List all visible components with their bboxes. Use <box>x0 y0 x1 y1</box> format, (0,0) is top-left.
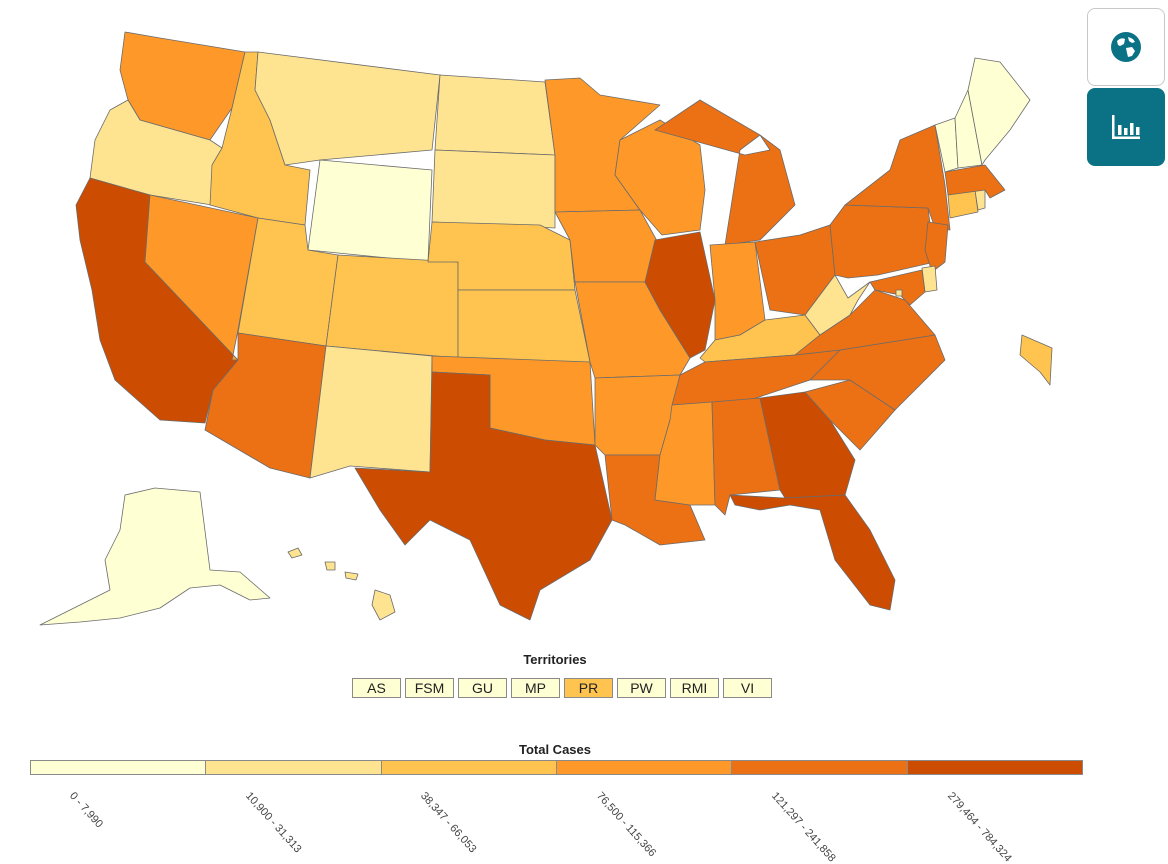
legend-color-bar <box>30 760 1083 775</box>
bar-chart-icon <box>1112 115 1140 139</box>
territory-pr[interactable]: PR <box>564 678 613 698</box>
territory-label: GU <box>472 680 493 696</box>
legend-title: Total Cases <box>518 742 591 757</box>
state-tx[interactable] <box>354 371 613 621</box>
chart-view-button[interactable] <box>1087 88 1165 166</box>
map-view-button[interactable] <box>1087 8 1165 86</box>
legend-swatch-2 <box>381 761 557 774</box>
territory-label: PW <box>630 680 653 696</box>
state-nd[interactable] <box>434 74 556 156</box>
legend-label-1: 10,900 - 31,313 <box>243 790 304 856</box>
us-choropleth-map <box>39 31 1053 626</box>
state-md[interactable] <box>869 269 926 306</box>
territory-pr-shape <box>1019 334 1053 386</box>
legend-label-2: 38,347 - 66,053 <box>418 790 479 856</box>
territory-vi[interactable]: VI <box>723 678 772 698</box>
territory-gu[interactable]: GU <box>458 678 507 698</box>
legend-swatch-5 <box>907 761 1082 774</box>
territory-pw[interactable]: PW <box>617 678 666 698</box>
state-ks[interactable] <box>457 289 591 363</box>
territory-label: FSM <box>414 680 445 696</box>
state-il[interactable] <box>644 231 716 359</box>
territory-fsm[interactable]: FSM <box>405 678 454 698</box>
territory-list: AS FSM GU MP PR PW RMI VI <box>352 678 772 700</box>
territory-mp[interactable]: MP <box>511 678 560 698</box>
state-co[interactable] <box>325 254 459 359</box>
legend-swatch-4 <box>732 761 908 774</box>
territory-rmi[interactable]: RMI <box>670 678 719 698</box>
territory-label: MP <box>525 680 546 696</box>
state-hi[interactable] <box>287 547 396 621</box>
legend-label-3: 76,500 - 115,366 <box>594 790 659 860</box>
legend-label-4: 121,297 - 241,858 <box>769 790 838 864</box>
state-ak[interactable] <box>39 487 271 626</box>
state-nj[interactable] <box>924 221 949 273</box>
territory-as[interactable]: AS <box>352 678 401 698</box>
state-wy[interactable] <box>307 159 433 263</box>
legend-label-5: 279,464 - 784,324 <box>945 790 1014 864</box>
territory-label: PR <box>578 680 599 696</box>
state-nm[interactable] <box>309 345 433 479</box>
state-ma[interactable] <box>944 164 1006 199</box>
territory-label: AS <box>367 680 386 696</box>
state-dc[interactable] <box>895 289 903 297</box>
territory-label: RMI <box>681 680 708 696</box>
state-fl[interactable] <box>729 494 896 611</box>
state-pa[interactable] <box>829 204 936 279</box>
state-me[interactable] <box>967 57 1031 166</box>
state-sd[interactable] <box>431 149 556 229</box>
state-wv[interactable] <box>804 274 871 336</box>
globe-icon <box>1111 32 1141 62</box>
state-sc[interactable] <box>804 379 896 451</box>
state-ny[interactable] <box>844 124 951 231</box>
legend-swatch-3 <box>556 761 733 774</box>
legend-swatch-1 <box>206 761 382 774</box>
territories-title: Territories <box>523 652 587 667</box>
territory-label: VI <box>740 680 755 696</box>
legend-label-0: 0 - 7,990 <box>67 790 106 831</box>
state-mt[interactable] <box>254 51 441 166</box>
state-mi[interactable] <box>654 99 796 246</box>
legend-swatch-0 <box>31 761 207 774</box>
